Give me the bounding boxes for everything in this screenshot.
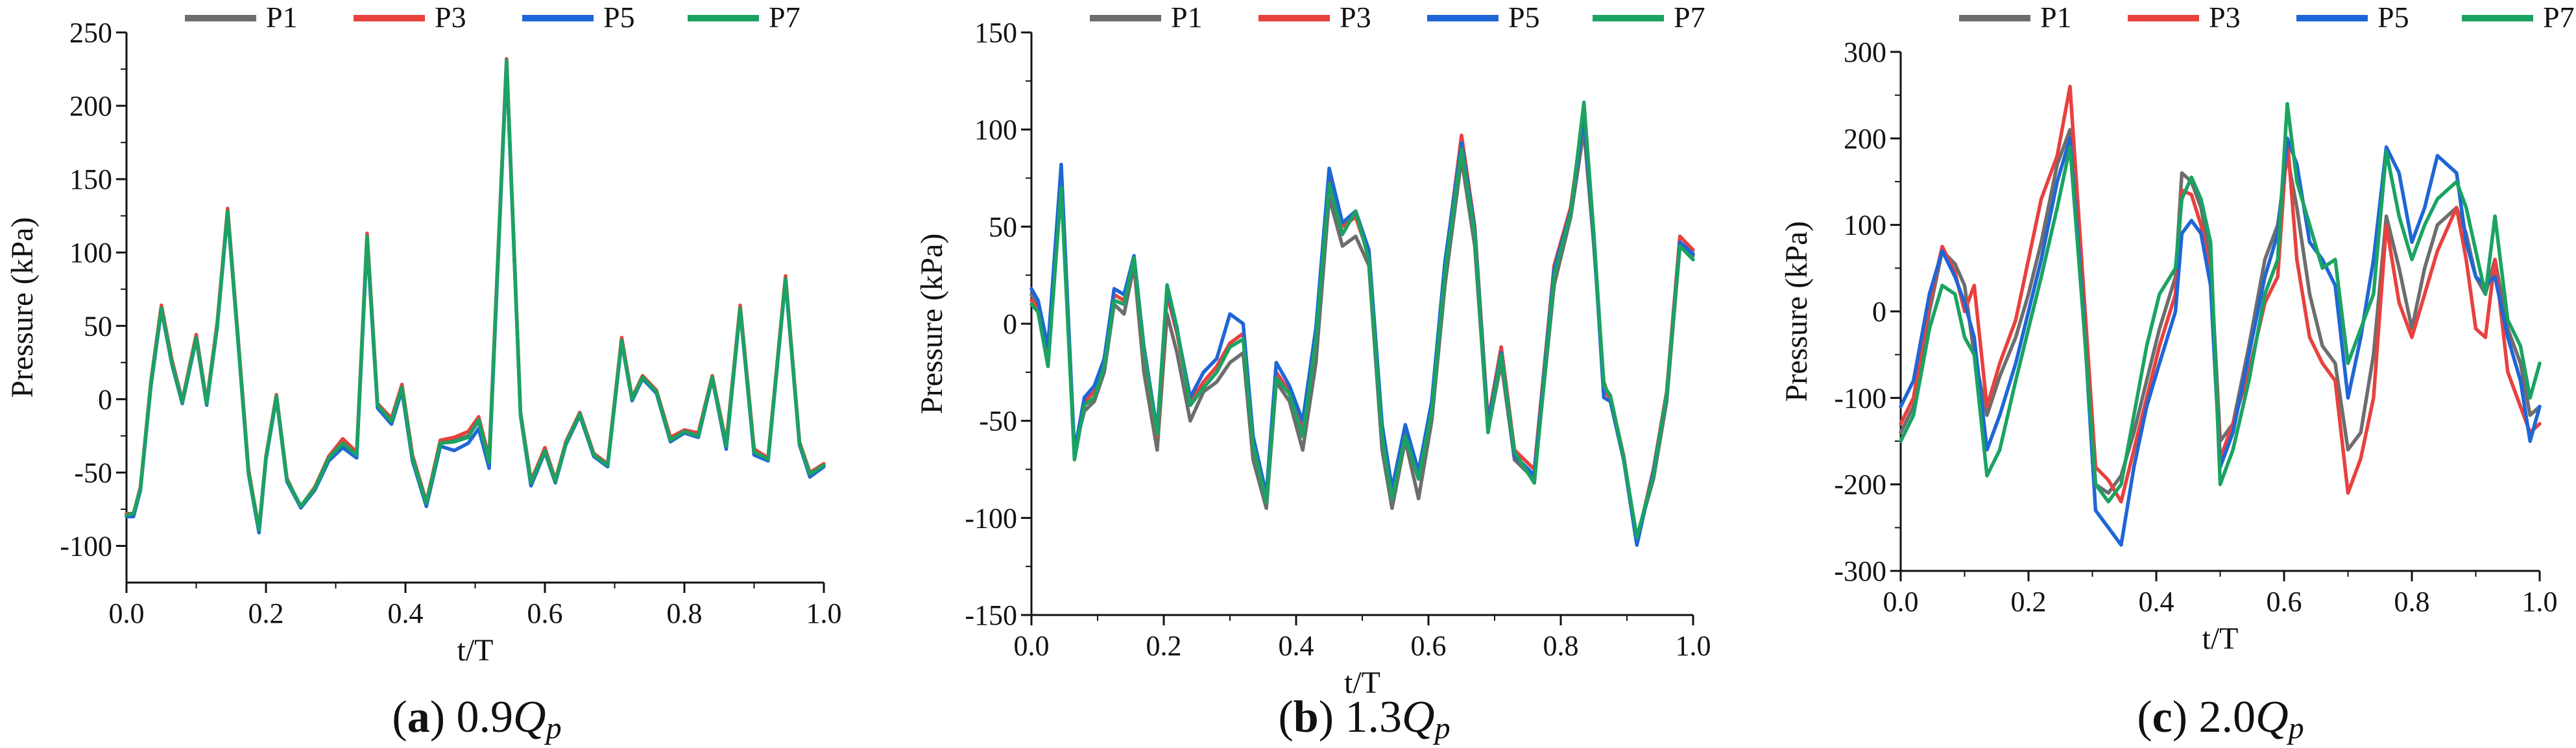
caption: (a) 0.9Qp xyxy=(392,692,561,745)
legend-label-p3: P3 xyxy=(2209,1,2241,34)
y-tick-label: -100 xyxy=(965,502,1017,534)
y-tick-label: 0 xyxy=(98,383,112,415)
x-tick-label: 0.8 xyxy=(667,597,703,629)
y-tick-label: -50 xyxy=(74,457,112,489)
y-tick-label: 50 xyxy=(989,211,1017,243)
y-tick-label: 100 xyxy=(69,237,112,269)
caption: (c) 2.0Qp xyxy=(2137,692,2304,745)
x-axis-label: t/T xyxy=(1344,666,1380,700)
legend-label-p3: P3 xyxy=(435,1,466,34)
y-tick-label: -100 xyxy=(1834,382,1886,414)
legend-label-p1: P1 xyxy=(2040,1,2072,34)
legend-label-p5: P5 xyxy=(603,1,635,34)
legend-label-p3: P3 xyxy=(1340,1,1371,34)
caption: (b) 1.3Qp xyxy=(1278,692,1450,745)
legend-label-p1: P1 xyxy=(1171,1,1203,34)
x-tick-label: 0.2 xyxy=(2011,586,2047,618)
y-axis-label: Pressure (kPa) xyxy=(1779,221,1814,402)
legend-label-p7: P7 xyxy=(2543,1,2575,34)
chart-a: -100 -50 0 50 100 150 200 250 0.0 0.2 0.4 0.6 0.8 1.0… xyxy=(5,1,842,745)
y-tick-label: 0 xyxy=(1003,308,1017,340)
legend-label-p7: P7 xyxy=(769,1,800,34)
series-line-p3 xyxy=(125,56,826,532)
y-axis-label: Pressure (kPa) xyxy=(5,217,40,398)
y-tick-label: 200 xyxy=(1844,123,1886,154)
series-line-p1 xyxy=(125,60,826,531)
x-tick-label: 0.8 xyxy=(2394,586,2430,618)
legend-label-p5: P5 xyxy=(2377,1,2409,34)
series-line-p5 xyxy=(125,61,826,535)
x-tick-label: 0.0 xyxy=(1014,630,1050,662)
y-tick-label: 300 xyxy=(1844,36,1886,68)
series-line-p1 xyxy=(1029,127,1695,540)
y-tick-label: -50 xyxy=(979,405,1017,437)
x-tick-label: 1.0 xyxy=(1676,630,1711,662)
series-line-p7 xyxy=(1899,102,2542,504)
y-axis-label: Pressure (kPa) xyxy=(915,234,949,415)
y-tick-label: 250 xyxy=(69,17,112,49)
x-tick-label: 0.4 xyxy=(2139,586,2174,618)
y-tick-label: 0 xyxy=(1872,296,1886,328)
x-tick-label: 0.2 xyxy=(248,597,284,629)
x-tick-label: 1.0 xyxy=(806,597,842,629)
y-tick-label: 100 xyxy=(1844,210,1886,241)
x-tick-label: 0.2 xyxy=(1146,630,1182,662)
series-line-p7 xyxy=(125,58,826,532)
y-tick-label: -150 xyxy=(965,599,1017,631)
x-tick-label: 0.6 xyxy=(2267,586,2302,618)
y-tick-label: 50 xyxy=(84,310,112,342)
x-tick-label: 0.6 xyxy=(527,597,563,629)
y-tick-label: 150 xyxy=(974,17,1017,49)
y-tick-label: 100 xyxy=(974,114,1017,146)
y-tick-label: -200 xyxy=(1834,469,1886,501)
x-axis-label: t/T xyxy=(2202,621,2239,656)
x-tick-label: 1.0 xyxy=(2522,586,2558,618)
x-axis-label: t/T xyxy=(457,633,494,668)
chart-b: -150 -100 -50 0 50 100 150 0.0 0.2 0.4 0.6 0.8 1.0 t/… xyxy=(915,1,1711,745)
series-line-p3 xyxy=(1029,108,1695,544)
series-line-p7 xyxy=(1029,101,1695,540)
series-line-p5 xyxy=(1029,112,1695,547)
y-tick-label: 150 xyxy=(69,163,112,195)
chart-c: -300 -200 -100 0 100 200 300 0.0 0.2 0.4 0.6 0.8 1.0… xyxy=(1779,1,2575,745)
y-tick-label: -300 xyxy=(1834,555,1886,587)
y-tick-label: -100 xyxy=(60,530,112,562)
x-tick-label: 0.6 xyxy=(1411,630,1447,662)
x-tick-label: 0.4 xyxy=(1279,630,1314,662)
legend-label-p1: P1 xyxy=(266,1,298,34)
x-tick-label: 0.0 xyxy=(1883,586,1919,618)
x-tick-label: 0.0 xyxy=(109,597,145,629)
legend-label-p7: P7 xyxy=(1674,1,1705,34)
y-tick-label: 200 xyxy=(69,90,112,122)
x-tick-label: 0.4 xyxy=(388,597,424,629)
legend-label-p5: P5 xyxy=(1508,1,1540,34)
x-tick-label: 0.8 xyxy=(1543,630,1579,662)
